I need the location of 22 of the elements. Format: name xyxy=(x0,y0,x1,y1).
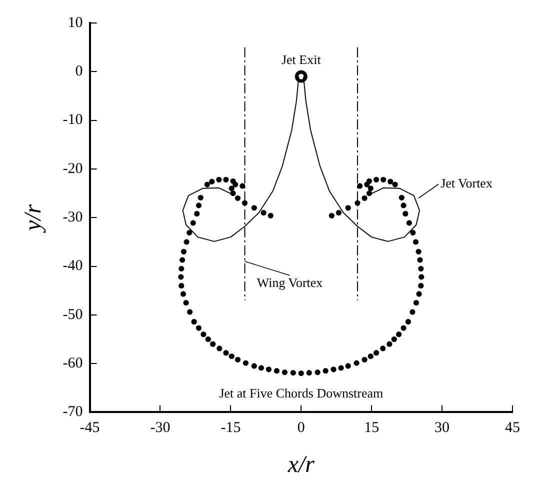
x-tick-label: -30 xyxy=(150,420,170,436)
y-tick-label: -70 xyxy=(62,404,83,420)
annotation: Jet at Five Chords Downstream xyxy=(219,386,384,401)
y-axis-title: y/r xyxy=(20,204,47,233)
y-tick-label: -40 xyxy=(62,258,83,274)
y-tick-label: -30 xyxy=(62,210,83,226)
x-tick-label: 45 xyxy=(505,420,520,436)
x-axis-title: x/r xyxy=(286,452,316,478)
y-tick-label: -60 xyxy=(62,355,83,372)
x-tick-label: 0 xyxy=(297,420,305,436)
y-tick-label: -50 xyxy=(62,306,83,323)
y-tick-label: 10 xyxy=(68,14,83,31)
annotation: Jet Exit xyxy=(281,52,322,67)
annotation: Jet Vortex xyxy=(440,176,493,191)
y-tick-label: -10 xyxy=(62,112,83,128)
annotation: Wing Vortex xyxy=(256,274,324,290)
x-tick-label: 30 xyxy=(434,420,450,436)
y-tick-label: 0 xyxy=(75,64,83,80)
x-tick-label: -45 xyxy=(80,420,100,436)
x-tick-label: 15 xyxy=(364,420,380,436)
y-tick-label: -20 xyxy=(62,160,83,177)
x-tick-label: -15 xyxy=(220,420,241,436)
